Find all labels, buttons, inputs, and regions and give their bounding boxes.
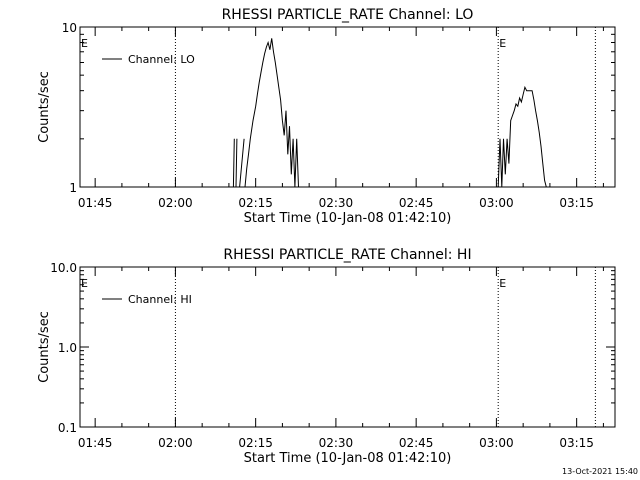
x-tick-label: 02:00 (158, 196, 193, 210)
footer-timestamp: 13-Oct-2021 15:40 (562, 467, 638, 476)
legend-label: Channel: LO (128, 53, 195, 66)
x-tick-label: 02:45 (399, 436, 434, 450)
x-tick-label: 02:30 (319, 196, 354, 210)
chart-title: RHESSI PARTICLE_RATE Channel: LO (222, 7, 474, 23)
y-axis-label: Counts/sec (37, 71, 52, 143)
x-tick-label: 03:15 (559, 436, 594, 450)
x-axis-label: Start Time (10-Jan-08 01:42:10) (244, 451, 452, 466)
chart-title: RHESSI PARTICLE_RATE Channel: HI (223, 247, 471, 263)
y-tick-label: 1.0 (58, 341, 77, 355)
data-series-line (232, 38, 301, 188)
plot-frame (79, 26, 616, 188)
y-tick-label: 10 (62, 21, 77, 35)
legend-label: Channel: HI (128, 293, 192, 306)
x-tick-label: 02:45 (399, 196, 434, 210)
y-axis-label: Counts/sec (37, 311, 52, 383)
data-series-line (497, 85, 547, 188)
x-tick-label: 03:00 (479, 196, 514, 210)
event-marker-label: E (499, 277, 506, 290)
x-tick-label: 02:30 (319, 436, 354, 450)
event-marker-label: E (81, 277, 88, 290)
y-tick-label: 1 (69, 181, 77, 195)
x-tick-label: 01:45 (78, 196, 113, 210)
x-tick-label: 02:15 (238, 196, 273, 210)
panel-hi: RHESSI PARTICLE_RATE Channel: HI 0.1 1.0 10… (37, 247, 616, 466)
event-marker-label: E (81, 37, 88, 50)
x-tick-label: 01:45 (78, 436, 113, 450)
x-tick-label: 02:15 (238, 436, 273, 450)
x-tick-label: 03:00 (479, 436, 514, 450)
x-tick-label: 03:15 (559, 196, 594, 210)
y-tick-label: 10.0 (50, 261, 77, 275)
x-tick-label: 02:00 (158, 436, 193, 450)
event-marker-label: E (499, 37, 506, 50)
x-axis-label: Start Time (10-Jan-08 01:42:10) (244, 211, 452, 226)
y-tick-label: 0.1 (58, 421, 77, 435)
plot-frame (79, 266, 616, 428)
panel-lo: RHESSI PARTICLE_RATE Channel: LO 1 10 01:45… (37, 7, 616, 226)
